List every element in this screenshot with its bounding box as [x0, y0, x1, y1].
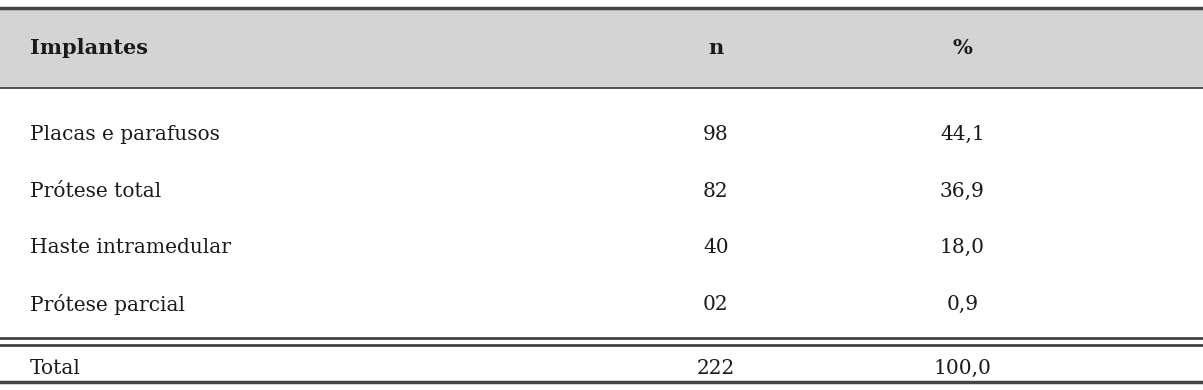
Text: Prótese total: Prótese total	[30, 182, 161, 200]
Text: Total: Total	[30, 359, 81, 378]
Text: Implantes: Implantes	[30, 38, 148, 58]
Text: 18,0: 18,0	[940, 238, 985, 257]
Text: 0,9: 0,9	[947, 295, 978, 314]
Text: Haste intramedular: Haste intramedular	[30, 238, 231, 257]
Text: 98: 98	[703, 125, 729, 144]
Text: %: %	[953, 38, 972, 58]
FancyBboxPatch shape	[0, 8, 1203, 88]
Text: 40: 40	[703, 238, 729, 257]
Text: 100,0: 100,0	[934, 359, 991, 378]
Text: 02: 02	[703, 295, 729, 314]
Text: 36,9: 36,9	[940, 182, 985, 200]
Text: Prótese parcial: Prótese parcial	[30, 294, 185, 315]
Text: 82: 82	[703, 182, 729, 200]
Text: Placas e parafusos: Placas e parafusos	[30, 125, 220, 144]
Text: 44,1: 44,1	[940, 125, 985, 144]
Text: n: n	[709, 38, 723, 58]
Text: 222: 222	[697, 359, 735, 378]
